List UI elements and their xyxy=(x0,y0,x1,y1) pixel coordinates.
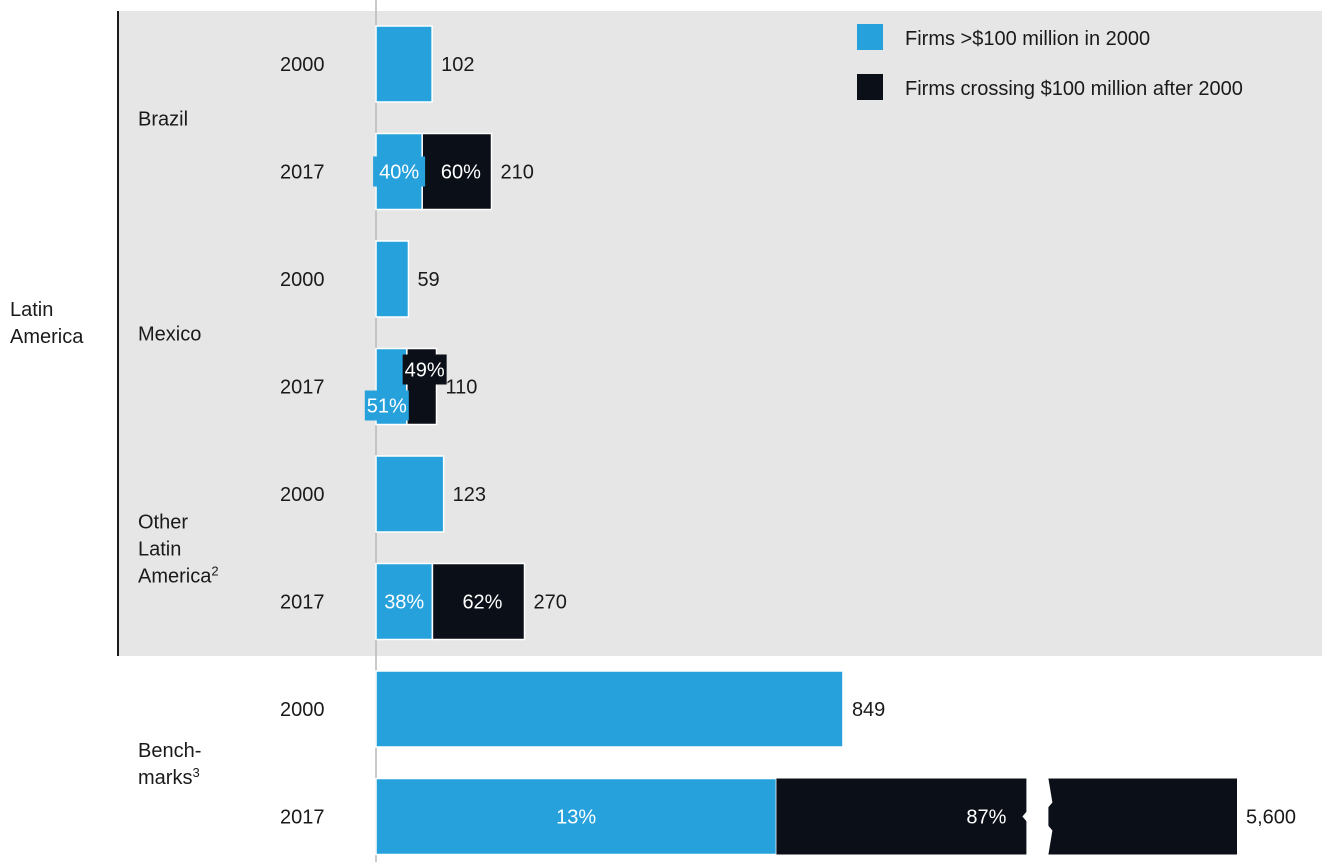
total-value-label: 102 xyxy=(441,54,474,76)
bar-row: 2017 49% 51% 110 xyxy=(280,347,478,426)
bar-segment-after-continued xyxy=(1048,778,1237,855)
year-label: 2017 xyxy=(280,377,325,399)
share-label-box-after xyxy=(402,354,447,385)
legend-item: Firms >$100 million in 2000 xyxy=(857,24,1150,50)
share-label-box-2000 xyxy=(378,586,431,617)
group-label: Other Latin America2 xyxy=(138,512,219,588)
legend-swatch xyxy=(857,24,883,50)
bar-segment-after xyxy=(776,778,1027,855)
legend-label: Firms >$100 million in 2000 xyxy=(905,28,1150,50)
share-label-2000: 13% xyxy=(556,807,596,829)
total-value-label: 849 xyxy=(852,699,885,721)
year-label: 2000 xyxy=(280,269,325,291)
share-label-after: 62% xyxy=(462,592,502,614)
bar-row: 2000 59 xyxy=(280,240,440,318)
legend-swatch xyxy=(857,74,883,100)
axis-break-mark xyxy=(1022,778,1053,855)
bar-row: 2000 102 xyxy=(280,25,474,103)
bar-segment-after xyxy=(431,562,526,641)
share-label-2000: 38% xyxy=(384,592,424,614)
group-label: Mexico xyxy=(138,324,201,346)
share-label-2000: 40% xyxy=(379,162,419,184)
legend-item: Firms crossing $100 million after 2000 xyxy=(857,74,1243,100)
total-value-label: 123 xyxy=(453,484,486,506)
legend-label: Firms crossing $100 million after 2000 xyxy=(905,78,1243,100)
share-label-box-2000 xyxy=(373,156,426,187)
bar-segment-2000 xyxy=(375,240,410,318)
total-value-label: 110 xyxy=(446,377,478,399)
region-label: Latin America xyxy=(10,299,84,348)
share-label-after: 87% xyxy=(966,807,1006,829)
year-label: 2000 xyxy=(280,484,325,506)
total-value-label: 210 xyxy=(501,162,534,184)
bar-row: 2000 123 xyxy=(280,455,486,533)
legend: Firms >$100 million in 2000 Firms crossin… xyxy=(857,24,1243,100)
bar-row: 2017 38% 62% 270 xyxy=(280,562,567,641)
share-label-2000: 51% xyxy=(367,396,407,418)
bar-segment-2000 xyxy=(375,455,445,533)
bar-segment-after xyxy=(421,132,493,211)
region-label-text: Latin America xyxy=(10,299,84,348)
share-label-box-2000 xyxy=(364,390,409,421)
bar-row: 2000 849 xyxy=(280,670,885,748)
bar-segment-2000 xyxy=(375,670,844,748)
bar-row: 2017 13% 87% 5,600 xyxy=(280,777,1296,856)
bar-rows: 2000 102 2017 40% 60% 210 Brazil 2000 59 2017 49% 5… xyxy=(138,25,1296,856)
bar-segment-2000 xyxy=(375,25,433,103)
bar-row: 2017 40% 60% 210 xyxy=(280,132,534,211)
group-label: Brazil xyxy=(138,109,188,131)
total-value-label: 5,600 xyxy=(1246,807,1296,829)
total-value-label: 59 xyxy=(417,269,439,291)
year-label: 2000 xyxy=(280,54,325,76)
year-label: 2017 xyxy=(280,162,325,184)
year-label: 2000 xyxy=(280,699,325,721)
year-label: 2017 xyxy=(280,592,325,614)
latin-america-panel xyxy=(117,11,1322,656)
year-label: 2017 xyxy=(280,807,325,829)
share-label-after: 60% xyxy=(441,162,481,184)
share-label-after: 49% xyxy=(405,360,445,382)
total-value-label: 270 xyxy=(534,592,567,614)
group-label: Bench-marks3 xyxy=(138,740,201,789)
